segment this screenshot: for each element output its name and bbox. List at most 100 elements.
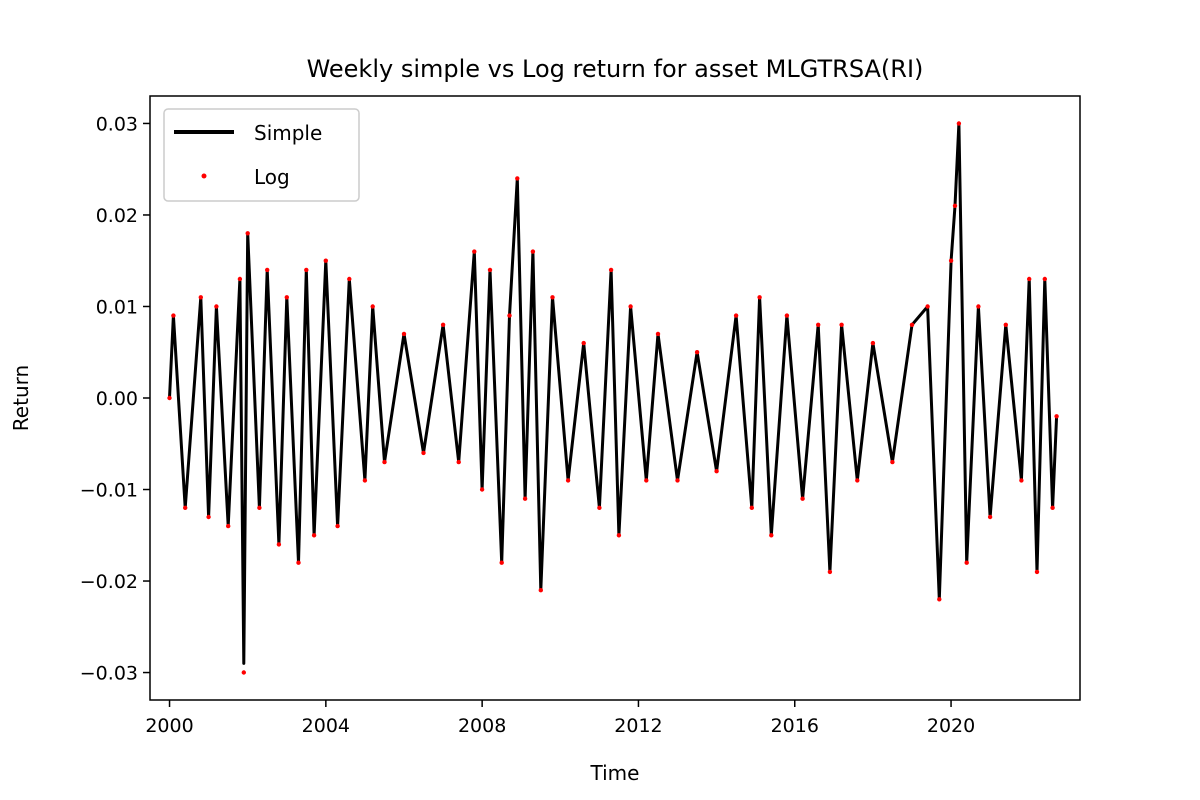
series-log-point	[311, 533, 317, 538]
legend-simple-label: Simple	[254, 121, 322, 145]
series-log-point	[952, 203, 958, 208]
series-log-point	[472, 249, 477, 254]
series-log-point	[800, 496, 805, 501]
series-log-point	[245, 231, 250, 236]
series-log-point	[816, 322, 821, 327]
series-log-point	[241, 670, 246, 675]
series-log-point	[347, 276, 352, 282]
series-log-point	[440, 322, 446, 327]
series-log-point	[1003, 322, 1008, 327]
series-log-point	[171, 313, 176, 318]
series-log-point	[1042, 276, 1048, 282]
series-log-point	[964, 560, 969, 565]
series-log-point	[382, 459, 387, 465]
series-log-point	[616, 533, 622, 538]
series-log-point	[183, 505, 188, 510]
series-log-point	[784, 313, 790, 318]
series-log-point	[1019, 478, 1024, 483]
chart-title: Weekly simple vs Log return for asset ML…	[307, 55, 924, 83]
series-log-point	[948, 258, 954, 263]
series-log-point	[956, 121, 962, 126]
series-simple-line	[168, 122, 1059, 665]
series-log-point	[522, 496, 528, 501]
series-log-point	[976, 304, 981, 309]
plot-area	[167, 121, 1059, 675]
series-layer	[167, 121, 1059, 675]
series-log-point	[714, 469, 719, 474]
series-log-point	[304, 267, 309, 273]
series-log-point	[456, 459, 461, 465]
series-log-point	[226, 523, 231, 529]
series-log-point	[597, 505, 602, 510]
series-log-point	[257, 505, 262, 510]
series-log-point	[769, 533, 774, 538]
series-log-point	[1054, 414, 1059, 419]
series-log-point	[757, 295, 762, 300]
series-log-point	[608, 267, 614, 273]
y-axis: −0.03 −0.02 −0.01 0.00 0.01 0.02 0.03	[80, 113, 150, 685]
series-log-point	[487, 267, 493, 273]
series-log-point	[401, 331, 407, 337]
legend: Simple Log	[163, 108, 360, 202]
x-tick-label: 2020	[927, 715, 975, 737]
series-log-point	[855, 478, 860, 483]
series-log-point	[206, 514, 211, 520]
series-log-point	[276, 542, 282, 547]
legend-log-swatch	[201, 173, 207, 179]
series-log-point	[909, 322, 915, 327]
series-log-point	[565, 478, 571, 483]
series-log-point	[370, 304, 375, 309]
series-log-point	[1027, 276, 1032, 282]
series-log-point	[214, 304, 219, 309]
x-tick-label: 2008	[458, 715, 506, 737]
series-log-point	[644, 478, 649, 483]
y-tick-label: −0.01	[80, 480, 138, 502]
series-log-point	[839, 322, 844, 327]
series-log-point	[499, 560, 504, 565]
series-log-point	[1034, 569, 1040, 575]
series-log-point	[362, 478, 368, 483]
series-log-point	[479, 487, 485, 492]
y-tick-label: −0.02	[80, 571, 138, 593]
x-axis: 2000 2004 2008 2012 2016 2020	[145, 700, 975, 737]
series-log-point	[581, 340, 586, 346]
series-log-point	[628, 304, 633, 309]
series-log-point	[925, 304, 930, 309]
series-log-point	[335, 523, 340, 529]
x-axis-label: Time	[590, 761, 640, 785]
series-log-point	[507, 313, 512, 318]
legend-log-label: Log	[254, 165, 290, 189]
x-tick-label: 2016	[771, 715, 819, 737]
x-tick-label: 2000	[145, 715, 193, 737]
series-log-point	[675, 478, 680, 483]
series-log-point	[167, 395, 172, 401]
series-log-point	[538, 588, 543, 593]
y-axis-label: Return	[9, 365, 33, 431]
y-tick-label: 0.00	[96, 388, 138, 410]
y-tick-label: 0.01	[96, 296, 138, 318]
series-log-point	[870, 340, 876, 346]
series-log-point	[733, 313, 739, 318]
series-log-point	[515, 176, 520, 181]
series-log-point	[530, 249, 536, 254]
series-log-point	[323, 258, 328, 263]
series-log-point	[827, 569, 833, 575]
series-log-point	[655, 331, 661, 337]
series-log-point	[296, 560, 301, 565]
series-log-point	[890, 459, 895, 465]
y-tick-label: 0.02	[96, 205, 138, 227]
series-log-point	[284, 295, 289, 300]
x-tick-label: 2004	[302, 715, 350, 737]
series-log-point	[937, 597, 942, 602]
series-log-point	[198, 295, 203, 300]
y-tick-label: −0.03	[80, 663, 138, 685]
series-log-point	[421, 450, 426, 456]
series-log-point	[1050, 505, 1055, 510]
series-log-point	[550, 295, 555, 300]
series-log-point	[237, 276, 243, 282]
series-log-point	[987, 514, 993, 520]
series-log-point	[265, 267, 270, 273]
y-tick-label: 0.03	[96, 113, 138, 135]
series-log-point	[749, 505, 754, 510]
